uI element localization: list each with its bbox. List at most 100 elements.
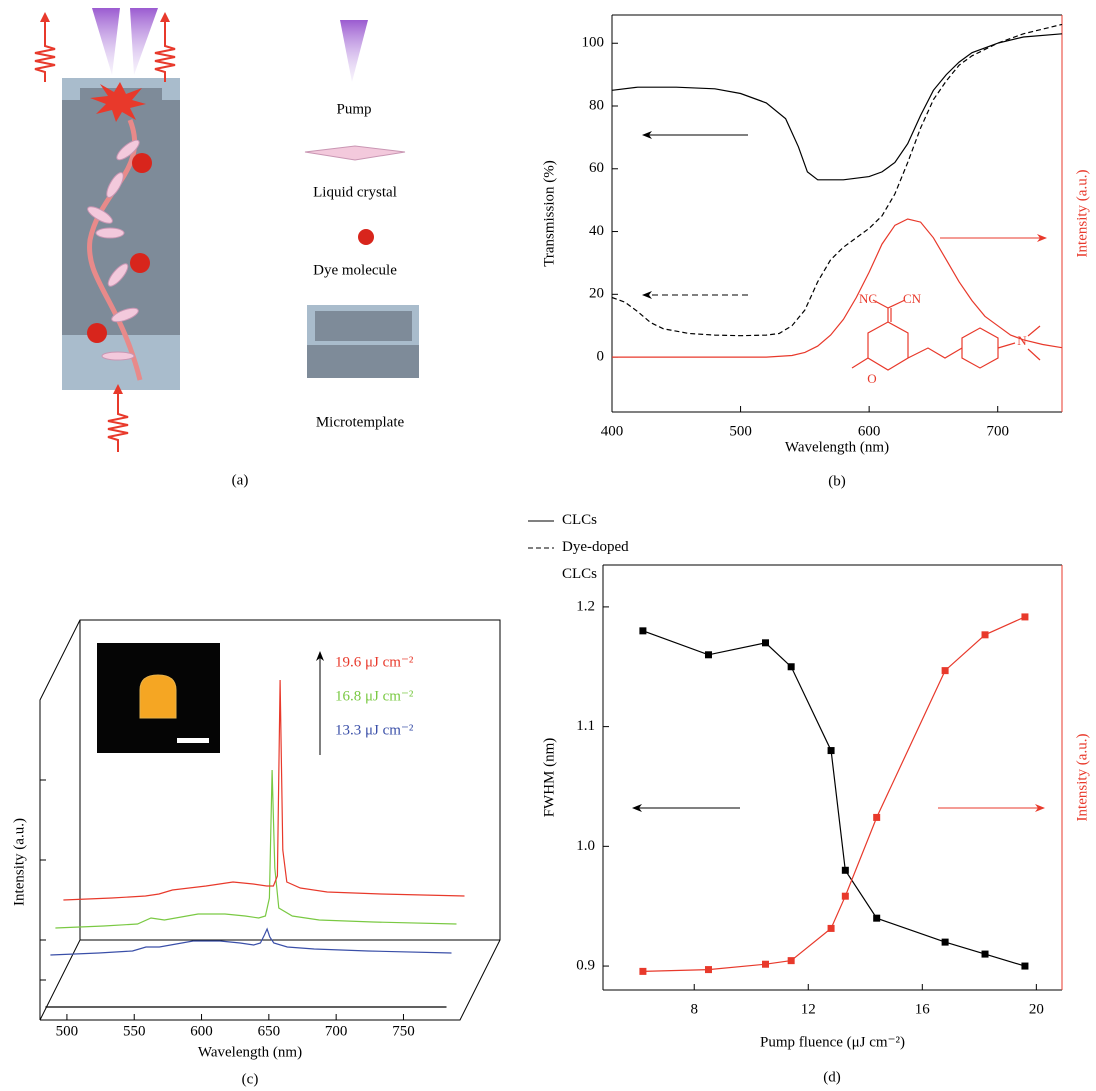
template-core (62, 100, 180, 335)
bond (1027, 348, 1041, 361)
marker (873, 914, 881, 922)
series-label: 19.6 μJ cm⁻² (335, 654, 414, 670)
legend-label: CLCs (562, 512, 598, 528)
dye (132, 153, 152, 173)
marker (981, 631, 989, 639)
y2-axis-title: Intensity (a.u.) (1074, 734, 1090, 822)
y-tick-label: 20 (589, 286, 604, 302)
series-label: 16.8 μJ cm⁻² (335, 688, 414, 704)
x-axis-title: Wavelength (nm) (785, 439, 889, 455)
legend-label: Microtemplate (316, 414, 405, 430)
arrow-head (113, 384, 123, 394)
annotation: CN (903, 291, 922, 306)
dye (130, 253, 150, 273)
frame (39, 619, 501, 1021)
x-tick-label: 8 (690, 1001, 698, 1017)
bond (997, 342, 1016, 349)
legend-label: Liquid crystal (313, 184, 397, 200)
marker (941, 938, 949, 946)
vinyl (907, 347, 963, 359)
pump-icon (340, 20, 368, 82)
series-line (611, 23, 1063, 337)
y-tick-label: 60 (589, 160, 604, 176)
marker (981, 950, 989, 958)
emission-burst (90, 82, 146, 122)
y-tick-label: 1.2 (576, 598, 595, 614)
annotation: NC (859, 291, 877, 306)
x-tick-label: 16 (915, 1001, 931, 1017)
pyran-ring (867, 321, 909, 371)
y-axis-title: Transmission (%) (541, 160, 557, 267)
x-tick-label: 650 (258, 1023, 281, 1039)
x-tick-label: 700 (325, 1023, 348, 1039)
x-axis-title: Pump fluence (μJ cm⁻²) (760, 1034, 905, 1050)
marker (762, 960, 770, 968)
template-icon-cavity (315, 311, 412, 341)
y-axis-title: Intensity (a.u.) (11, 818, 27, 906)
laser-wave (34, 20, 56, 82)
series-line (612, 218, 1063, 358)
caption: (a) (232, 472, 249, 488)
marker (873, 813, 881, 821)
legend-label: Pump (336, 101, 371, 117)
annotation: O (867, 371, 876, 386)
lc-icon (304, 145, 406, 161)
y-tick-label: 1.0 (576, 838, 595, 854)
marker (841, 866, 849, 874)
x-tick-label: 700 (986, 423, 1009, 439)
caption: (b) (828, 473, 846, 489)
series-line (642, 630, 1026, 967)
marker (787, 957, 795, 965)
x-tick-label: 600 (858, 423, 881, 439)
spectrum (50, 927, 452, 956)
marker (1021, 613, 1029, 621)
marker (1021, 962, 1029, 970)
y-axis-title: FWHM (nm) (541, 738, 557, 818)
pump-beam (92, 8, 120, 75)
arrow-head (40, 12, 50, 22)
x-tick-label: 500 (56, 1023, 79, 1039)
legend-label: Dye-doped CLCs (562, 539, 629, 582)
x-tick-label: 600 (190, 1023, 213, 1039)
x-tick-label: 12 (801, 1001, 816, 1017)
template-icon-core (307, 345, 419, 378)
x-tick-label: 500 (729, 423, 752, 439)
y-tick-label: 40 (589, 223, 604, 239)
y-tick-label: 100 (582, 35, 605, 51)
lc-molecule (95, 227, 125, 239)
legend-label: Dye molecule (313, 262, 397, 278)
y-tick-label: 0 (597, 349, 605, 365)
caption: (c) (242, 1071, 259, 1087)
dye (87, 323, 107, 343)
marker (762, 639, 770, 647)
laser-arrows (34, 20, 176, 452)
y-tick-label: 0.9 (576, 957, 595, 973)
marker (704, 966, 712, 974)
lc-molecules (87, 139, 140, 361)
bond (851, 357, 869, 369)
series-line (611, 33, 1063, 181)
bond (887, 299, 906, 309)
lc-molecule (87, 206, 113, 224)
arrow-head (160, 12, 170, 22)
y2-axis-title: Intensity (a.u.) (1074, 170, 1090, 258)
laser-heads (40, 12, 170, 394)
pump-beam (130, 8, 158, 75)
panel-b-extras (642, 131, 1047, 371)
marker (787, 663, 795, 671)
x-tick-label: 400 (601, 423, 624, 439)
spectrum (63, 679, 465, 901)
marker (841, 892, 849, 900)
x-tick-label: 550 (123, 1023, 146, 1039)
marker (827, 747, 835, 755)
dye-icon (358, 229, 374, 245)
lc-molecule (106, 172, 124, 198)
marker (639, 967, 647, 975)
marker (827, 924, 835, 932)
benzene (961, 327, 999, 369)
x-axis-title: Wavelength (nm) (198, 1044, 302, 1060)
lc-molecule (116, 139, 140, 161)
series-line (642, 616, 1026, 972)
